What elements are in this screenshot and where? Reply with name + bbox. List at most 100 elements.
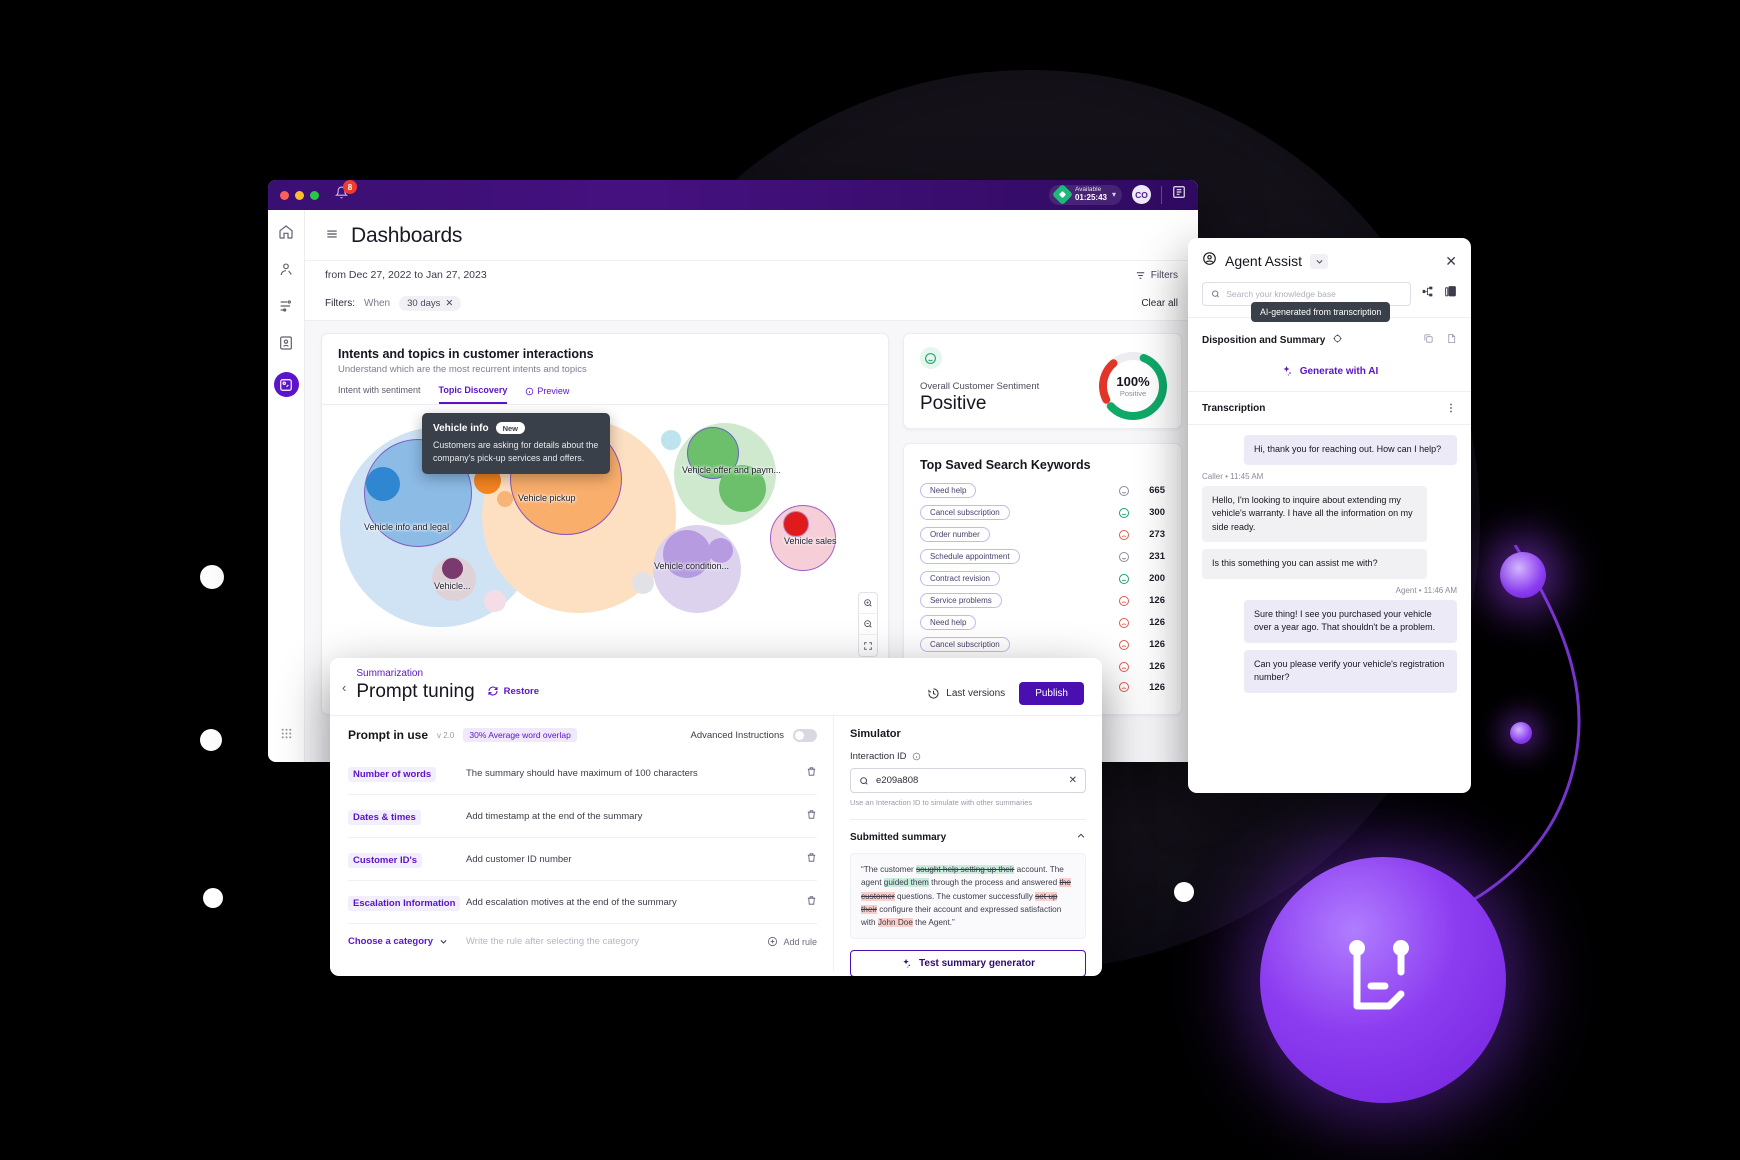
keyword-row[interactable]: Need help 126 bbox=[919, 615, 1165, 630]
delete-rule-button[interactable] bbox=[806, 850, 817, 868]
keyword-chip[interactable]: Cancel subscription bbox=[919, 637, 1010, 652]
rule-input-placeholder[interactable]: Write the rule after selecting the categ… bbox=[466, 936, 640, 947]
rule-value[interactable]: The summary should have maximum of 100 c… bbox=[466, 767, 698, 779]
tab-preview[interactable]: Preview bbox=[525, 385, 569, 404]
add-rule-button[interactable]: Add rule bbox=[767, 936, 817, 947]
chevron-down-icon[interactable]: ▾ bbox=[1111, 190, 1116, 200]
keyword-chip[interactable]: Cancel subscription bbox=[919, 505, 1010, 520]
bubble-vehicle-misc[interactable] bbox=[442, 558, 463, 579]
rules-list: Number of words The summary should have m… bbox=[348, 752, 817, 924]
advanced-instructions-toggle[interactable] bbox=[793, 728, 817, 742]
transcription-menu-button[interactable]: ⋮ bbox=[1446, 403, 1457, 414]
rule-row[interactable]: Customer ID's Add customer ID number bbox=[348, 838, 817, 881]
workflow-icon[interactable] bbox=[1421, 285, 1434, 303]
rule-value[interactable]: Add timestamp at the end of the summary bbox=[466, 810, 643, 822]
document-icon[interactable] bbox=[1446, 331, 1457, 349]
sidebar-item-agents[interactable] bbox=[278, 261, 294, 282]
bubble-tiny-orange[interactable] bbox=[497, 491, 513, 507]
zoom-out-button[interactable] bbox=[858, 614, 877, 635]
library-icon[interactable] bbox=[1444, 285, 1457, 303]
fit-screen-button[interactable] bbox=[859, 635, 877, 656]
keyword-chip[interactable]: Schedule appointment bbox=[919, 549, 1020, 564]
bubble-small-blue[interactable] bbox=[366, 467, 400, 501]
plus-circle-icon bbox=[768, 936, 778, 947]
back-button[interactable]: ‹ bbox=[342, 680, 347, 695]
keyword-row[interactable]: Cancel subscription 126 bbox=[919, 637, 1165, 652]
keyword-row[interactable]: Order number 273 bbox=[919, 527, 1165, 542]
generate-with-ai-button[interactable]: Generate with AI bbox=[1202, 365, 1457, 377]
dashboard-cards: Intents and topics in customer interacti… bbox=[305, 321, 1198, 727]
close-window-button[interactable] bbox=[280, 190, 289, 200]
bubble-grey-tiny[interactable] bbox=[632, 572, 654, 594]
keyword-row[interactable]: Service problems 126 bbox=[919, 593, 1165, 608]
sidebar-item-reports[interactable] bbox=[278, 298, 294, 319]
keyword-chip[interactable]: Order number bbox=[919, 527, 990, 542]
delete-rule-button[interactable] bbox=[806, 764, 817, 782]
last-versions-button[interactable]: Last versions bbox=[927, 687, 1005, 700]
keyword-row[interactable]: Need help 665 bbox=[919, 483, 1165, 498]
keyword-row[interactable]: 126 bbox=[920, 681, 1165, 693]
test-summary-generator-button[interactable]: Test summary generator bbox=[850, 950, 1086, 976]
delete-rule-button[interactable] bbox=[806, 893, 817, 911]
publish-button[interactable]: Publish bbox=[1019, 682, 1084, 705]
restore-button[interactable]: Restore bbox=[487, 685, 539, 697]
keyword-row[interactable]: Contract revision 200 bbox=[919, 571, 1165, 586]
bubble-purple-secondary[interactable] bbox=[708, 538, 733, 563]
chart-zoom-controls[interactable] bbox=[857, 592, 878, 657]
bubble-light-blue-tiny[interactable] bbox=[661, 430, 681, 450]
keyword-row[interactable]: Cancel subscription 300 bbox=[919, 505, 1165, 520]
submitted-summary-accordion[interactable]: Submitted summary bbox=[850, 819, 1086, 844]
clear-all-button[interactable]: Clear all bbox=[1141, 298, 1178, 309]
maximize-window-button[interactable] bbox=[310, 190, 319, 200]
summary-fragment: guided them bbox=[883, 878, 929, 888]
keyword-chip[interactable]: Service problems bbox=[919, 593, 1002, 608]
rule-row[interactable]: Dates & times Add timestamp at the end of… bbox=[348, 795, 817, 838]
window-controls[interactable] bbox=[280, 190, 319, 200]
tab-intent-with-sentiment[interactable]: Intent with sentiment bbox=[338, 385, 421, 395]
close-panel-button[interactable]: ✕ bbox=[1445, 252, 1457, 269]
apps-grid-button[interactable] bbox=[279, 726, 294, 746]
bubble-green-secondary[interactable] bbox=[719, 465, 766, 512]
sidebar-item-home[interactable] bbox=[278, 224, 294, 245]
intents-card-title: Intents and topics in customer interacti… bbox=[338, 347, 594, 361]
breadcrumb[interactable]: Summarization bbox=[356, 668, 424, 679]
rule-row[interactable]: Escalation Information Add escalation mot… bbox=[348, 881, 817, 924]
rule-value[interactable]: Add customer ID number bbox=[466, 853, 572, 865]
keyword-chip[interactable]: Contract revision bbox=[919, 571, 1000, 586]
tab-topic-discovery[interactable]: Topic Discovery bbox=[438, 385, 508, 404]
ai-sparkle-icon[interactable] bbox=[1332, 331, 1343, 349]
delete-rule-button[interactable] bbox=[806, 807, 817, 825]
bubble-vehicle-condition[interactable] bbox=[663, 530, 711, 578]
avatar[interactable]: CO bbox=[1132, 185, 1151, 205]
keyword-row[interactable]: Schedule appointment 231 bbox=[919, 549, 1165, 564]
bubble-vehicle-sales[interactable] bbox=[783, 511, 809, 537]
app-menu-icon[interactable] bbox=[1172, 185, 1186, 204]
rule-value[interactable]: Add escalation motives at the end of the… bbox=[466, 896, 677, 908]
search-input[interactable] bbox=[1226, 289, 1402, 299]
availability-status[interactable]: Available 01:25:43 ▾ bbox=[1048, 184, 1122, 206]
sidebar-item-dashboards[interactable] bbox=[273, 372, 299, 397]
sidebar-item-contacts[interactable] bbox=[278, 335, 294, 356]
minimize-window-button[interactable] bbox=[295, 190, 304, 200]
keywords-card-title: Top Saved Search Keywords bbox=[919, 458, 1091, 472]
close-icon[interactable]: ✕ bbox=[445, 298, 454, 309]
filters-button[interactable]: Filters bbox=[1135, 270, 1178, 281]
copy-icon[interactable] bbox=[1423, 331, 1434, 349]
submitted-summary-text: “The customer sought help setting up the… bbox=[850, 853, 1086, 940]
notifications-button[interactable]: 8 bbox=[334, 180, 357, 204]
bubble-pale-pink[interactable] bbox=[484, 590, 506, 612]
topic-bubble-chart[interactable]: Vehicle info and legal Vehicle pickup Ve… bbox=[322, 405, 888, 665]
menu-toggle-button[interactable] bbox=[325, 227, 339, 246]
interaction-id-input[interactable]: e209a808 ✕ bbox=[850, 768, 1086, 793]
keyword-chip[interactable]: Need help bbox=[919, 483, 977, 498]
disposition-title: Disposition and Summary bbox=[1202, 334, 1326, 346]
filter-chip-30-days[interactable]: 30 days ✕ bbox=[399, 296, 462, 311]
rule-row[interactable]: Number of words The summary should have m… bbox=[348, 752, 817, 795]
keyword-chip[interactable]: Need help bbox=[919, 615, 977, 630]
sentiment-face-icon bbox=[1119, 595, 1129, 606]
agent-assist-dropdown[interactable] bbox=[1310, 253, 1329, 269]
bubble-vehicle-sales-outer[interactable] bbox=[770, 505, 836, 571]
clear-icon[interactable]: ✕ bbox=[1068, 775, 1077, 786]
zoom-in-button[interactable] bbox=[858, 593, 877, 614]
category-select[interactable]: Choose a category bbox=[348, 936, 466, 947]
